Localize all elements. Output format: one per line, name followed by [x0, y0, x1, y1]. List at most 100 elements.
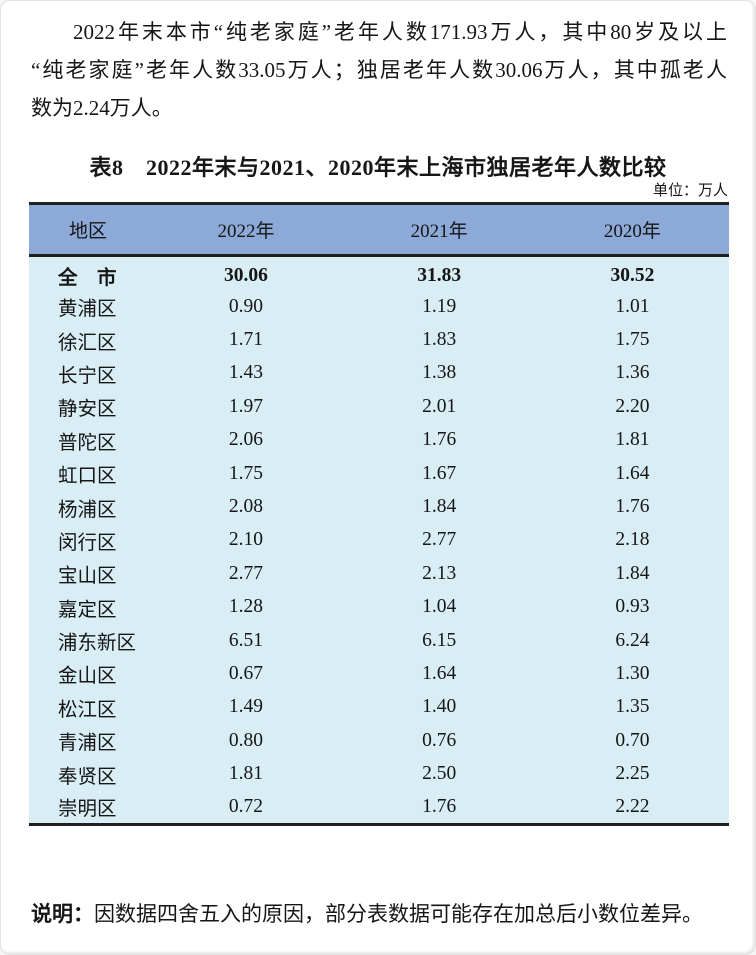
header-cell-2020: 2020年 — [535, 202, 729, 256]
value-cell: 0.93 — [615, 596, 650, 618]
value-cell: 2.01 — [422, 395, 457, 417]
value-cell: 0.76 — [422, 729, 457, 751]
table-row: 黄浦区 0.90 1.19 1.01 — [29, 290, 729, 323]
header-cell-2021: 2021年 — [342, 202, 536, 256]
region-cell: 宝山区 — [58, 566, 117, 588]
table-title: 表8 2022年末与2021、2020年末上海市独居老年人数比较 — [89, 155, 667, 180]
region-cell: 静安区 — [58, 399, 117, 421]
intro-line-2: “纯老家庭”老年人数33.05万人；独居老年人数30.06万人，其中孤老人 — [31, 58, 727, 82]
table-header-row: 地区 2022年 2021年 2020年 — [29, 202, 729, 256]
value-cell: 1.81 — [615, 429, 650, 451]
value-cell: 1.81 — [228, 763, 264, 785]
region-cell: 长宁区 — [58, 365, 117, 387]
region-cell: 黄浦区 — [58, 299, 117, 321]
value-cell: 2.10 — [228, 529, 264, 551]
region-cell: 闵行区 — [58, 532, 117, 554]
value-cell: 6.51 — [228, 629, 264, 651]
value-cell: 1.35 — [615, 696, 650, 718]
value-cell: 30.52 — [610, 264, 655, 286]
value-cell: 1.28 — [228, 596, 264, 618]
table-row: 嘉定区 1.28 1.04 0.93 — [29, 591, 729, 624]
value-cell: 1.30 — [615, 662, 650, 684]
value-cell: 2.18 — [615, 529, 650, 551]
region-cell: 嘉定区 — [58, 599, 117, 621]
value-cell: 1.84 — [422, 496, 457, 518]
region-cell: 金山区 — [58, 666, 117, 688]
note: 说明：因数据四舍五入的原因，部分表数据可能存在加总后小数位差异。 — [31, 897, 727, 931]
value-cell: 1.38 — [422, 362, 457, 384]
table-body: 全 市 30.06 31.83 30.52 黄浦区 0.90 1.19 1.01 徐汇区 1.71… — [29, 255, 729, 825]
region-cell: 奉贤区 — [58, 766, 117, 788]
table-row: 徐汇区 1.71 1.83 1.75 — [29, 323, 729, 356]
region-cell: 徐汇区 — [58, 332, 117, 354]
value-cell: 0.80 — [228, 729, 264, 751]
table-row: 松江区 1.49 1.40 1.35 — [29, 691, 729, 724]
value-cell: 6.15 — [422, 629, 457, 651]
value-cell: 2.25 — [615, 763, 650, 785]
note-label: 说明： — [31, 902, 94, 926]
value-cell: 1.49 — [228, 696, 264, 718]
value-cell: 1.40 — [422, 696, 457, 718]
value-cell: 2.50 — [422, 763, 457, 785]
table-row: 长宁区 1.43 1.38 1.36 — [29, 357, 729, 390]
intro-paragraph: 2022年末本市“纯老家庭”老年人数171.93万人，其中80岁及以上 “纯老家… — [31, 13, 727, 127]
value-cell: 2.13 — [422, 562, 457, 584]
value-cell: 1.75 — [228, 462, 264, 484]
intro-line-3: 数为2.24万人。 — [31, 96, 173, 120]
value-cell: 1.64 — [422, 662, 457, 684]
value-cell: 31.83 — [417, 264, 462, 286]
value-cell: 1.75 — [615, 329, 650, 351]
value-cell: 1.01 — [615, 295, 650, 317]
value-cell: 0.70 — [615, 729, 650, 751]
value-cell: 2.22 — [615, 795, 650, 817]
value-cell: 0.67 — [228, 662, 264, 684]
header-cell-region: 地区 — [29, 202, 150, 256]
value-cell: 1.19 — [422, 295, 457, 317]
value-cell: 2.06 — [228, 429, 264, 451]
region-cell: 杨浦区 — [58, 499, 117, 521]
stats-table: 地区 2022年 2021年 2020年 全 市 30.06 31.83 30.52 黄… — [29, 202, 729, 826]
value-cell: 0.72 — [228, 795, 264, 817]
unit-label: 单位：万人 — [652, 183, 728, 199]
region-cell: 浦东新区 — [58, 633, 137, 655]
value-cell: 0.90 — [228, 295, 264, 317]
table-row: 金山区 0.67 1.64 1.30 — [29, 657, 729, 690]
value-cell: 1.76 — [422, 429, 457, 451]
table-row: 青浦区 0.80 0.76 0.70 — [29, 724, 729, 757]
region-cell: 松江区 — [58, 699, 117, 721]
value-cell: 1.83 — [422, 329, 457, 351]
table-row: 浦东新区 6.51 6.15 6.24 — [29, 624, 729, 657]
value-cell: 30.06 — [224, 264, 268, 286]
note-text: 因数据四舍五入的原因，部分表数据可能存在加总后小数位差异。 — [94, 902, 703, 926]
value-cell: 2.20 — [615, 395, 650, 417]
header-cell-2022: 2022年 — [149, 202, 343, 256]
value-cell: 2.77 — [228, 562, 264, 584]
region-cell: 普陀区 — [58, 432, 117, 454]
value-cell: 1.71 — [228, 329, 264, 351]
region-cell: 虹口区 — [58, 466, 117, 488]
table-row: 虹口区 1.75 1.67 1.64 — [29, 457, 729, 490]
value-cell: 2.08 — [228, 496, 264, 518]
intro-line-1: 2022年末本市“纯老家庭”老年人数171.93万人，其中80岁及以上 — [73, 20, 727, 44]
table-row: 全 市 30.06 31.83 30.52 — [29, 256, 729, 291]
value-cell: 1.76 — [615, 496, 650, 518]
region-cell: 青浦区 — [58, 733, 117, 755]
table-row: 闵行区 2.10 2.77 2.18 — [29, 524, 729, 557]
table-row: 普陀区 2.06 1.76 1.81 — [29, 424, 729, 457]
value-cell: 2.77 — [422, 529, 457, 551]
value-cell: 1.43 — [228, 362, 264, 384]
table-row: 崇明区 0.72 1.76 2.22 — [29, 791, 729, 824]
table-row: 奉贤区 1.81 2.50 2.25 — [29, 757, 729, 790]
table-row: 宝山区 2.77 2.13 1.84 — [29, 557, 729, 590]
region-cell: 崇明区 — [58, 799, 117, 821]
value-cell: 1.04 — [422, 596, 457, 618]
value-cell: 6.24 — [615, 629, 650, 651]
value-cell: 1.84 — [615, 562, 650, 584]
value-cell: 1.64 — [615, 462, 650, 484]
table-row: 杨浦区 2.08 1.84 1.76 — [29, 490, 729, 523]
region-cell: 全 市 — [58, 268, 117, 289]
table-row: 静安区 1.97 2.01 2.20 — [29, 390, 729, 423]
value-cell: 1.76 — [422, 795, 457, 817]
value-cell: 1.36 — [615, 362, 650, 384]
